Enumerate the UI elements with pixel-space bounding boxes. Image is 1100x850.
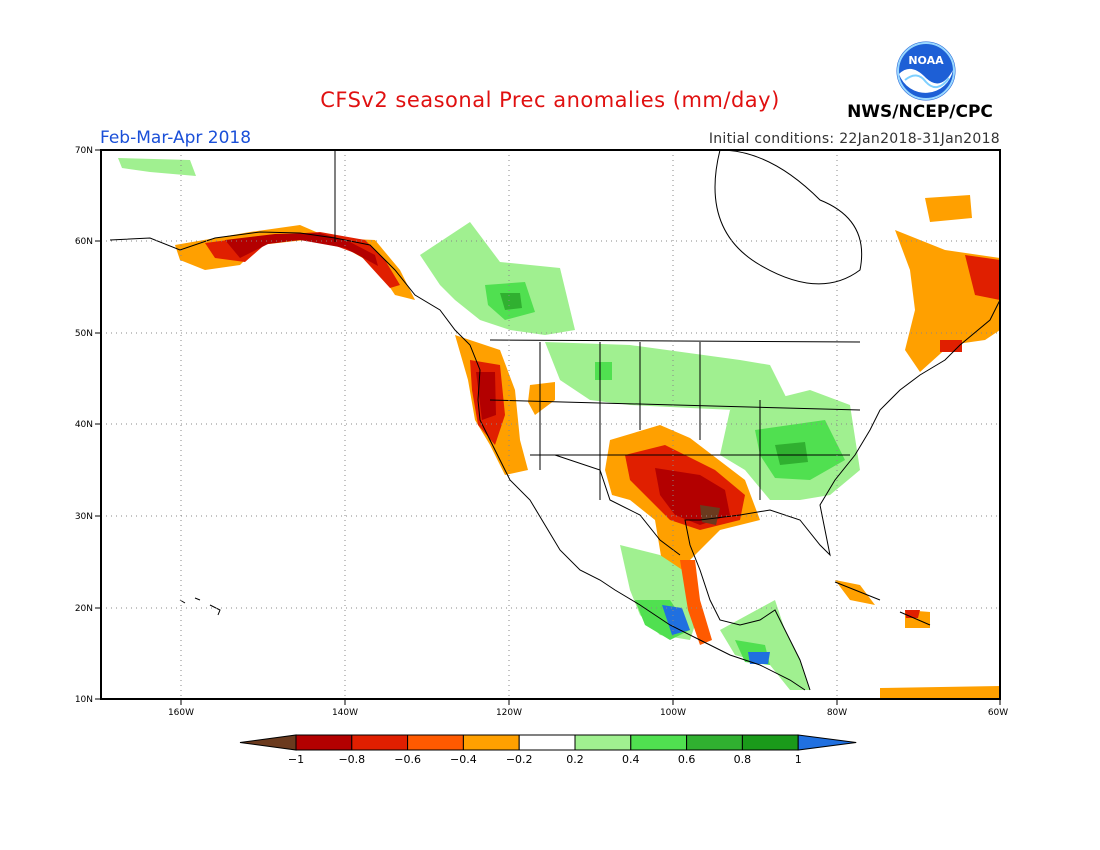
legend-arrow-low	[239, 734, 297, 751]
anomaly-region	[905, 610, 920, 618]
anomaly-region	[925, 195, 972, 222]
legend-label: −0.6	[394, 753, 421, 766]
legend-label: −0.4	[450, 753, 477, 766]
legend-swatch	[630, 734, 688, 751]
legend-swatch	[741, 734, 799, 751]
legend-arrow-high	[797, 734, 857, 751]
legend-label: 1	[795, 753, 802, 766]
legend-label: 0.4	[622, 753, 640, 766]
lon-label: 60W	[988, 708, 1008, 718]
legend-label: −0.2	[506, 753, 533, 766]
anomaly-region	[662, 605, 690, 635]
lon-labels: 160W 140W 120W 100W 80W 60W	[168, 708, 1008, 718]
anomaly-region	[476, 372, 496, 420]
legend-swatch	[295, 734, 353, 751]
lat-label: 20N	[75, 604, 93, 614]
lat-lon-grid	[101, 150, 1000, 699]
lat-label: 30N	[75, 512, 93, 522]
anomaly-region	[775, 442, 808, 465]
logo-text: NOAA	[908, 54, 944, 67]
organization-label: NWS/NCEP/CPC	[847, 102, 993, 122]
anomaly-region	[528, 382, 555, 415]
initial-conditions-label: Initial conditions: 22Jan2018-31Jan2018	[708, 131, 1000, 147]
legend-label: 0.6	[678, 753, 696, 766]
anomaly-region	[880, 686, 1000, 699]
anomaly-region	[595, 362, 612, 380]
legend-swatch	[686, 734, 743, 751]
legend-swatch	[351, 734, 409, 751]
coastlines	[109, 150, 1000, 691]
anomaly-region	[545, 342, 790, 410]
map-frame	[100, 149, 1001, 700]
legend-label: −1	[288, 753, 304, 766]
color-legend: −1 −0.8 −0.6 −0.4 −0.2 0.2 0.4 0.6 0.8 1	[239, 734, 857, 766]
tick-marks	[95, 149, 1001, 705]
lat-labels: 70N 60N 50N 40N 30N 20N 10N	[75, 146, 93, 705]
anomaly-region	[500, 293, 522, 310]
lat-label: 60N	[75, 237, 93, 247]
lon-label: 120W	[496, 708, 522, 718]
anomaly-region	[420, 222, 575, 335]
map-title: CFSv2 seasonal Prec anomalies (mm/day)	[320, 88, 780, 112]
anomaly-region	[748, 652, 770, 664]
season-label: Feb-Mar-Apr 2018	[100, 128, 252, 148]
legend-swatch	[574, 734, 632, 751]
legend-label: 0.8	[734, 753, 752, 766]
lat-label: 10N	[75, 695, 93, 705]
lat-label: 50N	[75, 329, 93, 339]
anomaly-region	[965, 255, 1000, 300]
lat-label: 70N	[75, 146, 93, 156]
anomaly-shading	[118, 158, 1000, 699]
anomaly-region	[225, 233, 378, 266]
legend-swatch	[518, 734, 576, 751]
legend-label: −0.8	[338, 753, 365, 766]
anomaly-region	[118, 158, 196, 176]
lon-label: 100W	[660, 708, 686, 718]
lon-label: 140W	[332, 708, 358, 718]
legend-swatch	[462, 734, 520, 751]
anomaly-region	[835, 580, 875, 605]
lat-label: 40N	[75, 420, 93, 430]
noaa-logo: NOAA	[895, 40, 957, 102]
legend-label: 0.2	[566, 753, 584, 766]
anomaly-region	[680, 560, 712, 645]
legend-swatch	[407, 734, 464, 751]
lon-label: 160W	[168, 708, 194, 718]
lon-label: 80W	[827, 708, 847, 718]
anomaly-region	[700, 505, 720, 525]
